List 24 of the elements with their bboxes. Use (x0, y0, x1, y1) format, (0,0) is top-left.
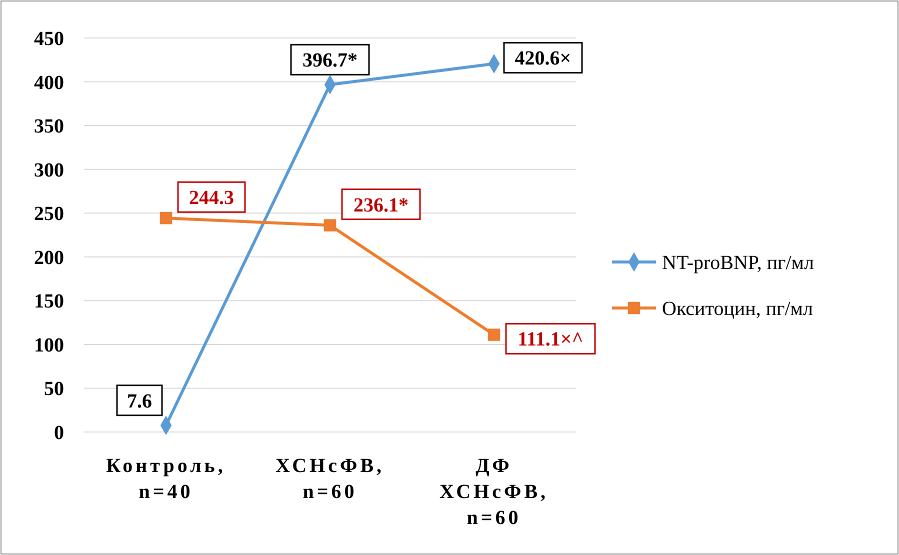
point (324, 219, 336, 232)
data-label: 7.6 (127, 390, 152, 412)
y-tick-label: 400 (34, 72, 64, 94)
y-tick-label: 0 (54, 422, 64, 444)
data-label: 111.1×^ (518, 328, 584, 351)
legend-label: Окситоцин, пг/мл (662, 298, 813, 320)
y-tick-label: 50 (44, 378, 64, 400)
point (160, 212, 172, 224)
x-tick-label: Контроль, n=40 (106, 455, 226, 503)
data-label: 244.3 (189, 187, 234, 210)
y-tick-label: 350 (34, 116, 64, 138)
data-label: 396.7* (302, 50, 358, 72)
y-tick-label: 200 (34, 246, 64, 269)
y-tick-label: 250 (34, 203, 64, 226)
legend-label: NT-proBNP, пг/мл (662, 252, 814, 274)
data-label: 420.6× (514, 48, 572, 70)
x-tick-label: ДФ ХСНсФВ, n=60 (439, 455, 549, 529)
y-tick-label: 150 (34, 290, 64, 313)
x-tick-label: ХСНсФВ, n=60 (275, 455, 385, 503)
y-tick-label: 100 (34, 334, 64, 356)
data-label: 236.1* (354, 194, 408, 216)
point (488, 328, 500, 341)
y-tick-label: 300 (34, 159, 64, 182)
y-tick-label: 450 (34, 28, 64, 50)
